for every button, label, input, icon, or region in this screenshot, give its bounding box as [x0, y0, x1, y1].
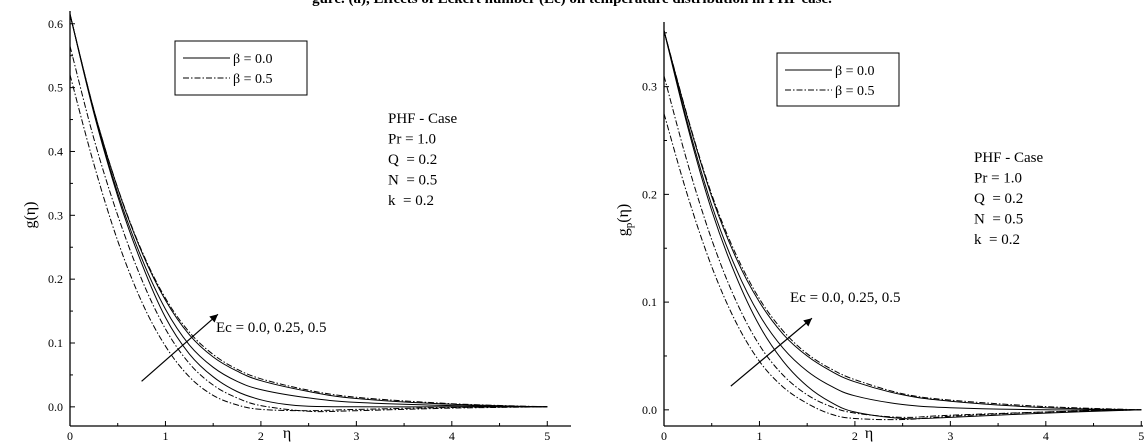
y-axis-label-sub: p	[623, 222, 635, 228]
series-line-1	[663, 30, 1142, 420]
x-tick-label: 4	[449, 429, 455, 442]
y-tick-label: 0.2	[48, 272, 63, 286]
y-tick-label: 0.3	[642, 80, 657, 94]
y-axis-label-arg: (η)	[22, 201, 39, 220]
ec-arrow-line	[141, 313, 219, 382]
ec-arrow-line	[730, 317, 813, 387]
series-line-4	[663, 75, 1142, 418]
x-tick-label: 1	[756, 429, 762, 442]
y-tick-label: 0.6	[48, 17, 63, 31]
param-text: Pr = 1.0	[974, 171, 1022, 187]
series-line-5	[69, 74, 548, 412]
param-text: N = 0.5	[974, 212, 1023, 228]
param-text: Q = 0.2	[388, 152, 437, 168]
x-axis-label: η	[865, 425, 873, 442]
ec-annotation: Ec = 0.0, 0.25, 0.5	[790, 290, 901, 306]
x-axis-label: η	[283, 425, 291, 442]
x-tick-label: 0	[67, 429, 73, 442]
series-line-6	[69, 14, 548, 408]
legend-box	[174, 40, 308, 96]
x-tick-label: 5	[1138, 429, 1144, 442]
y-tick-label: 0.2	[642, 187, 657, 201]
x-tick-label: 1	[162, 429, 168, 442]
y-tick-label: 0.0	[48, 400, 63, 414]
y-axis-label-base: g	[615, 228, 632, 236]
series-line-1	[69, 14, 548, 408]
ec-annotation: Ec = 0.0, 0.25, 0.5	[216, 320, 327, 336]
y-tick-label: 0.1	[48, 336, 63, 350]
param-text: Q = 0.2	[974, 191, 1023, 207]
param-text: k = 0.2	[388, 193, 434, 209]
x-tick-label: 0	[661, 429, 667, 442]
chart-left: 0 1 2 3 4 5 0.0 0.1 0.2 0.3 0.4 0.5 0.6 η g(η) β = 0.0 β…	[22, 11, 571, 442]
series-line-4	[69, 45, 548, 413]
param-text: PHF - Case	[974, 150, 1044, 166]
y-axis-label: gp(η)	[615, 204, 635, 237]
legend-label: β = 0.0	[233, 52, 273, 67]
series-line-2	[663, 30, 1142, 411]
y-axis-label-arg: (η)	[615, 204, 632, 223]
ec-arrow-head	[209, 314, 218, 323]
y-tick-label: 0.1	[642, 295, 657, 309]
param-text: N = 0.5	[388, 173, 437, 189]
param-text: PHF - Case	[388, 111, 458, 127]
legend-box	[776, 52, 900, 107]
legend-label: β = 0.5	[233, 72, 273, 87]
y-tick-label: 0.4	[48, 144, 63, 158]
x-tick-label: 2	[258, 429, 264, 442]
chart-right: 0 1 2 3 4 5 0.0 0.1 0.2 0.3 η gp(η) β = 0.0 β = 0.5 PH…	[615, 22, 1144, 442]
series-line-3	[69, 14, 548, 408]
x-tick-label: 3	[353, 429, 359, 442]
series-line-2	[69, 14, 548, 408]
y-tick-label: 0.3	[48, 208, 63, 222]
ec-arrow-head	[803, 318, 812, 327]
series-line-5	[663, 113, 1142, 421]
figure-caption: gure. (a), Effects of Eckert number (Ec)…	[0, 0, 1144, 8]
x-tick-label: 2	[852, 429, 858, 442]
param-text: Pr = 1.0	[388, 132, 436, 148]
y-axis-label-base: g	[22, 221, 39, 229]
x-tick-label: 3	[947, 429, 953, 442]
y-tick-label: 0.5	[48, 81, 63, 95]
param-text: k = 0.2	[974, 232, 1020, 248]
x-tick-label: 4	[1043, 429, 1049, 442]
series-line-6	[663, 30, 1142, 411]
y-axis-label: g(η)	[22, 201, 39, 228]
series-line-3	[663, 30, 1142, 411]
y-tick-label: 0.0	[642, 403, 657, 417]
legend-label: β = 0.0	[835, 64, 875, 79]
legend-label: β = 0.5	[835, 84, 875, 99]
x-tick-label: 5	[544, 429, 550, 442]
